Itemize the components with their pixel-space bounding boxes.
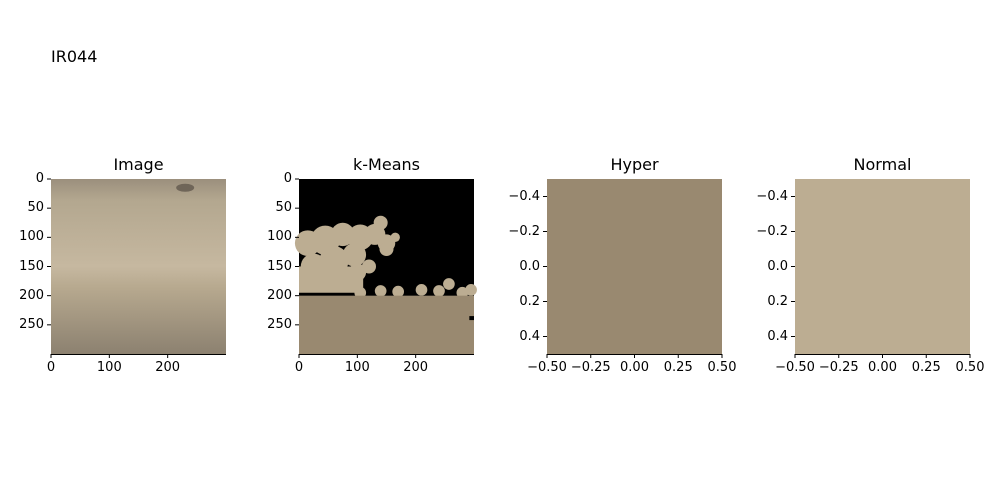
- panel-title: k-Means: [353, 155, 420, 174]
- axes-frame: [795, 179, 970, 355]
- x-tick-label: −0.50: [775, 360, 815, 375]
- y-tick-label: 50: [275, 200, 292, 216]
- x-tick-label: 100: [344, 360, 370, 375]
- x-tick-label: 200: [155, 360, 181, 375]
- x-tick-label: 0.25: [911, 360, 941, 375]
- y-tick-label: −0.4: [756, 188, 788, 204]
- panel-title: Hyper: [610, 155, 659, 174]
- y-tick-label: 0: [35, 171, 44, 186]
- y-tick-label: 150: [267, 258, 292, 274]
- y-tick-label: 250: [267, 316, 292, 332]
- x-tick-label: 0.50: [955, 360, 985, 375]
- x-tick-label: 0: [46, 360, 56, 375]
- y-tick-label: 0.2: [519, 293, 540, 309]
- y-tick-label: −0.2: [756, 223, 788, 239]
- panel-title: Image: [113, 155, 164, 174]
- y-tick-label: 0.4: [519, 328, 540, 344]
- y-tick-label: 200: [267, 287, 292, 303]
- x-tick-label: 200: [403, 360, 429, 375]
- y-tick-label: 200: [19, 287, 44, 303]
- y-tick-label: −0.2: [508, 223, 540, 239]
- axes-frame: [51, 179, 226, 355]
- y-tick-label: 250: [19, 316, 44, 332]
- y-tick-label: −0.4: [508, 188, 540, 204]
- x-tick-label: 0: [294, 360, 304, 375]
- y-tick-label: 0.4: [767, 328, 788, 344]
- axes-frame: [547, 179, 722, 355]
- axes-frame: [299, 179, 474, 355]
- y-tick-label: 50: [27, 200, 44, 216]
- y-tick-label: 150: [19, 258, 44, 274]
- y-tick-label: 100: [267, 229, 292, 245]
- panel-title: Normal: [853, 155, 912, 174]
- x-tick-label: 0.00: [620, 360, 649, 375]
- y-tick-label: 0: [283, 171, 292, 186]
- figure-title: IR044: [51, 47, 98, 66]
- x-tick-label: 0.00: [868, 360, 897, 375]
- x-tick-label: −0.25: [570, 360, 611, 375]
- x-tick-label: 0.25: [663, 360, 693, 375]
- y-tick-label: 100: [19, 229, 44, 245]
- x-tick-label: 0.50: [707, 360, 737, 375]
- x-tick-label: −0.25: [818, 360, 859, 375]
- y-tick-label: 0.0: [519, 258, 540, 274]
- y-tick-label: 0.2: [767, 293, 788, 309]
- x-tick-label: 100: [96, 360, 122, 375]
- y-tick-label: 0.0: [767, 258, 788, 274]
- x-tick-label: −0.50: [527, 360, 567, 375]
